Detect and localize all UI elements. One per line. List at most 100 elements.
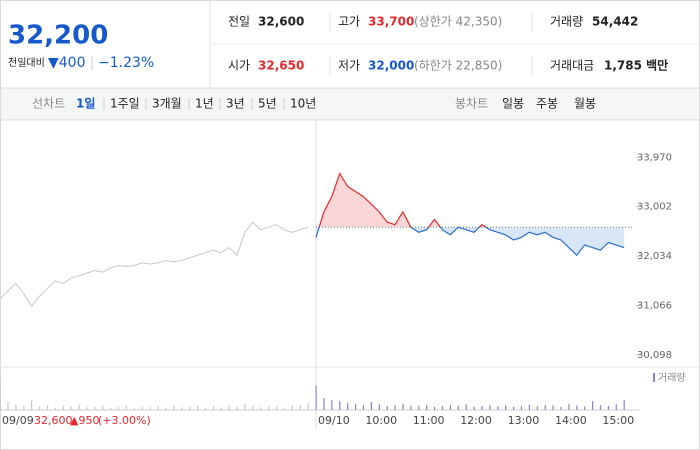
- period-tab[interactable]: 1일: [76, 97, 95, 111]
- stat-label: 거래량: [550, 15, 583, 29]
- period-tab[interactable]: 3년: [226, 97, 245, 111]
- volume-bar: [118, 406, 120, 410]
- x-tick-label: 15:00: [602, 414, 634, 427]
- volume-bar: [299, 405, 301, 410]
- volume-bar: [197, 406, 199, 410]
- stat-label: 시가: [228, 59, 250, 73]
- volume-bar: [157, 406, 159, 410]
- volume-bar: [125, 406, 128, 410]
- volume-bar: [23, 406, 25, 410]
- x-tick-label: 09/10: [318, 414, 350, 427]
- stat-label: 전일: [228, 15, 250, 29]
- volume-bar: [268, 406, 270, 410]
- stat-value: 32,650: [258, 59, 304, 73]
- volume-bar: [370, 402, 372, 410]
- volume-bar: [536, 406, 538, 410]
- stat-value: 1,785 백만: [604, 58, 668, 73]
- volume-bar: [552, 406, 554, 410]
- volume-bar: [528, 404, 530, 410]
- volume-bar: [212, 406, 214, 410]
- candle-tab[interactable]: 월봉: [574, 97, 596, 111]
- volume-bar: [102, 405, 104, 410]
- x-tick-label: 11:00: [413, 414, 445, 427]
- period-tab[interactable]: 10년: [290, 97, 316, 111]
- summary-close: 32,600: [34, 414, 73, 427]
- volume-bar: [244, 404, 246, 410]
- volume-bar: [31, 400, 33, 410]
- summary-change: ▲950: [70, 414, 99, 427]
- volume-bar: [362, 405, 365, 410]
- candle-tab[interactable]: 주봉: [536, 97, 558, 111]
- volume-bar: [489, 405, 491, 410]
- volume-bar: [378, 404, 380, 410]
- volume-bar: [576, 405, 578, 410]
- volume-bar: [276, 406, 278, 410]
- stat-label: 거래대금: [550, 59, 594, 73]
- y-tick-label: 33,002: [637, 202, 672, 213]
- tab-group-label: 봉차트: [455, 97, 488, 111]
- volume-bar: [481, 406, 483, 410]
- volume-bar: [252, 406, 254, 410]
- volume-bar: [260, 407, 262, 410]
- volume-bar: [62, 406, 64, 410]
- line: [315, 172, 625, 257]
- volume-bar: [220, 407, 222, 410]
- change-rate: −1.23%: [98, 55, 154, 71]
- stat-value: 33,700: [368, 15, 414, 29]
- volume-bar: [78, 404, 80, 410]
- volume-bar: [331, 400, 333, 410]
- volume-bar: [173, 405, 175, 410]
- volume-bar: [465, 404, 467, 410]
- volume-bar: [307, 402, 309, 410]
- volume-bar: [110, 407, 112, 410]
- stat-extra: (상한가 42,350): [414, 15, 502, 29]
- volume-bar: [497, 406, 499, 410]
- change-label: 전일대비: [8, 57, 45, 69]
- volume-bar: [46, 405, 49, 410]
- x-tick-label: 13:00: [508, 414, 540, 427]
- y-tick-label: 33,970: [637, 152, 672, 163]
- volume-bar: [141, 406, 143, 410]
- volume-bar: [394, 405, 396, 410]
- change: ▼400: [48, 55, 86, 71]
- volume-bar: [347, 402, 349, 410]
- period-tab[interactable]: 5년: [258, 97, 277, 111]
- volume-bar: [418, 405, 420, 410]
- volume-bar: [149, 407, 151, 410]
- volume-bar: [315, 386, 317, 410]
- stat-label: 고가: [338, 15, 360, 29]
- volume-bar: [323, 398, 325, 410]
- legend-label: 거래량: [658, 372, 686, 384]
- period-tab[interactable]: 3개월: [152, 97, 182, 111]
- volume-bar: [236, 406, 238, 410]
- period-tab[interactable]: 1년: [195, 97, 214, 111]
- period-tab[interactable]: 1주일: [110, 97, 140, 111]
- x-tick-label: 12:00: [460, 414, 492, 427]
- volume-bar: [584, 406, 586, 410]
- summary-rate: (+3.00%): [98, 414, 151, 427]
- volume-bar: [7, 402, 9, 410]
- area: [316, 173, 625, 256]
- volume-bar: [505, 405, 507, 410]
- volume-bar: [181, 407, 183, 410]
- legend-swatch: [653, 373, 655, 382]
- volume-bar: [386, 406, 388, 410]
- y-tick-label: 30,098: [637, 350, 672, 361]
- volume-bar: [402, 403, 404, 410]
- volume-bar: [441, 406, 444, 410]
- tab-bar: [0, 87, 700, 121]
- candle-tab[interactable]: 일봉: [502, 97, 524, 111]
- volume-bar: [457, 406, 459, 410]
- volume-bar: [189, 406, 191, 410]
- volume-bar: [15, 404, 17, 410]
- volume-bar: [520, 406, 523, 410]
- stat-value: 32,600: [258, 15, 304, 29]
- volume-bar: [615, 404, 617, 410]
- x-tick-label: 09/09: [2, 414, 34, 427]
- volume-bar: [410, 406, 412, 410]
- volume-bar: [70, 406, 72, 410]
- volume-bar: [513, 406, 515, 410]
- volume-bar: [599, 405, 602, 410]
- stat-value: 54,442: [592, 15, 638, 29]
